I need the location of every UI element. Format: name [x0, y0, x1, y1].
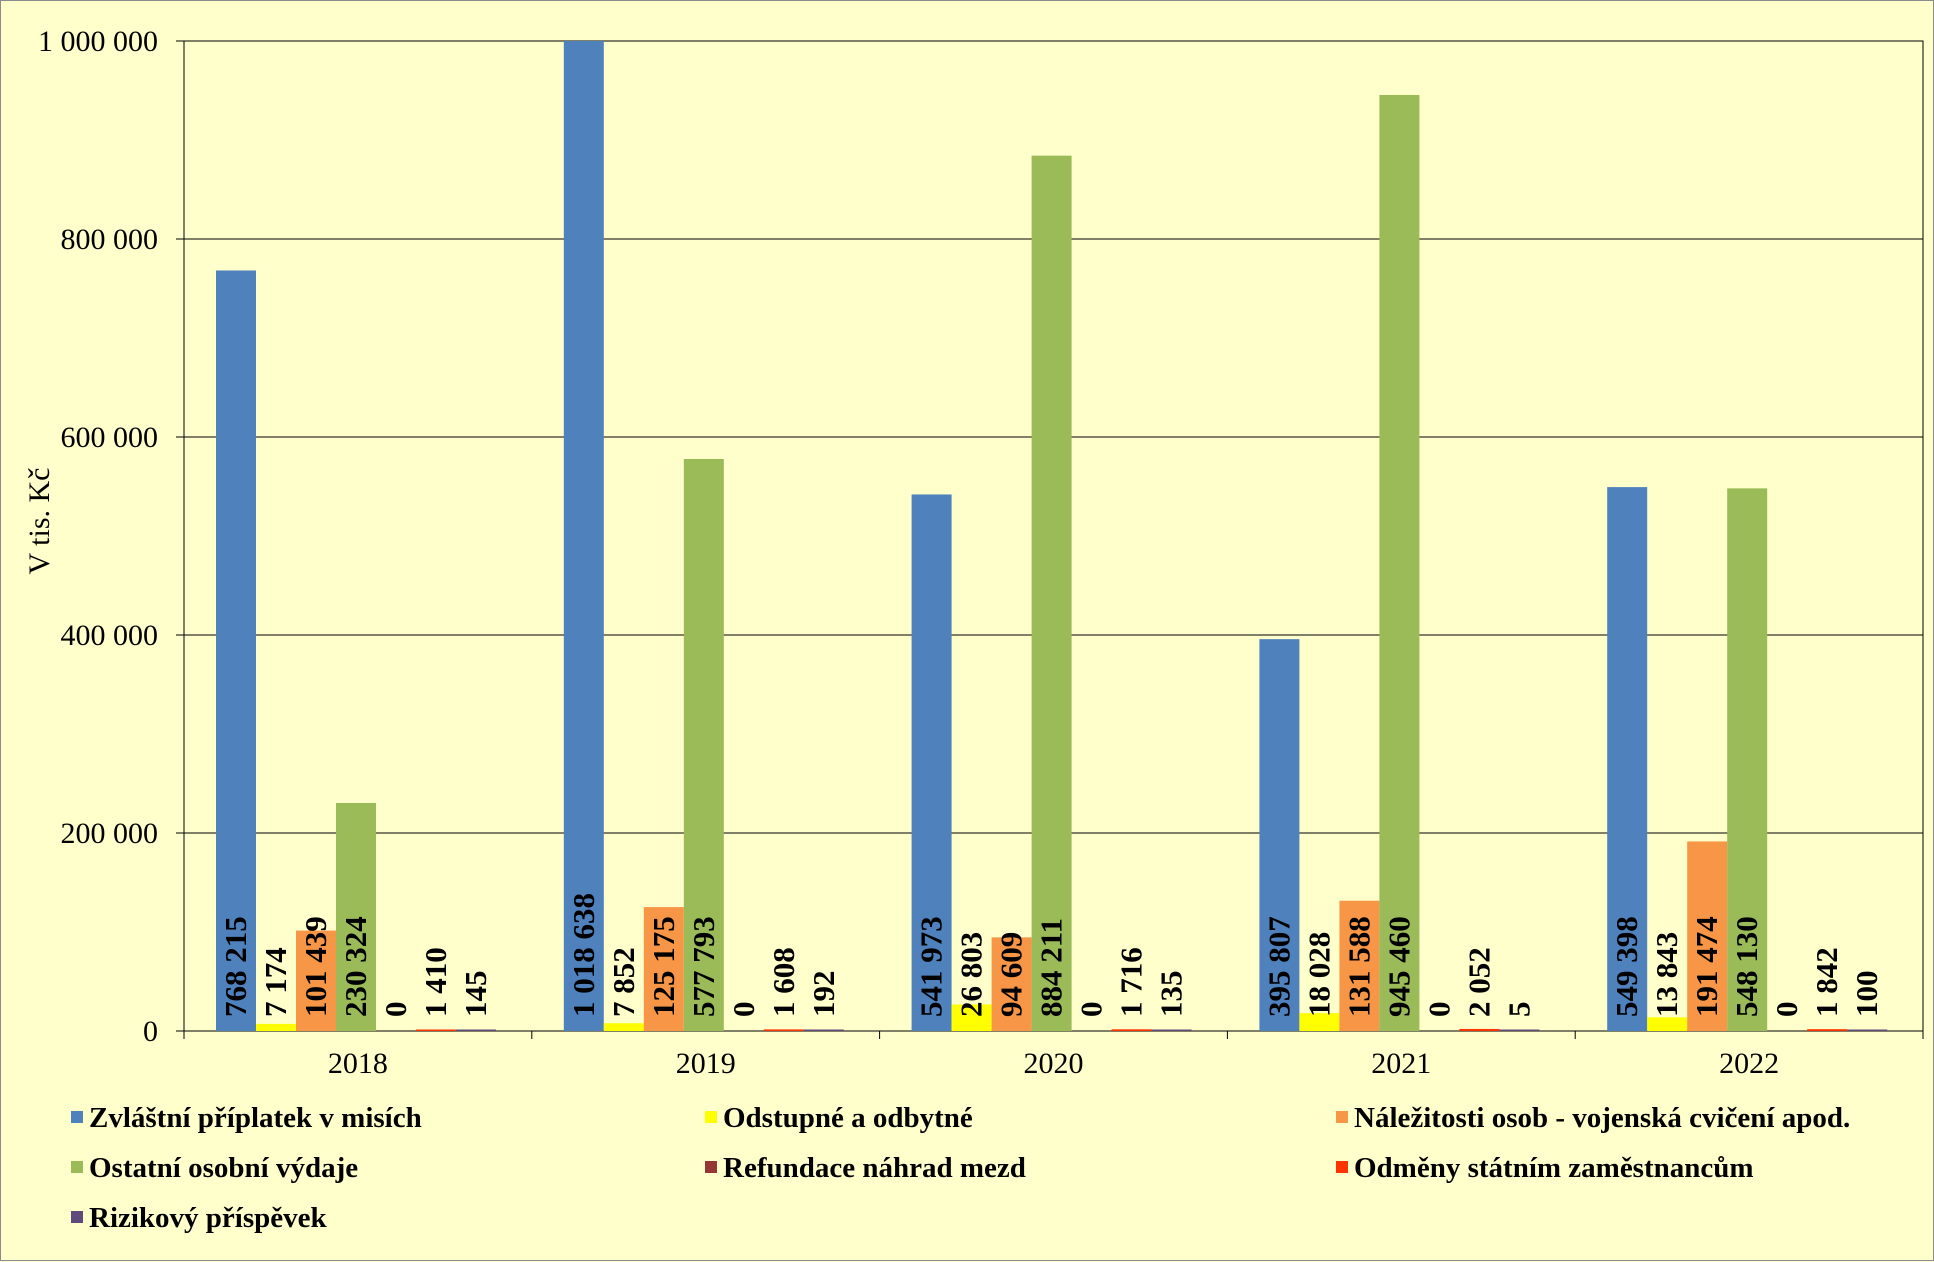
data-label: 18 028: [1301, 932, 1336, 1017]
axes: 0 200 000 400 000 600 000 800 000 1 000 000 20…: [38, 25, 1924, 1080]
data-label: 26 803: [954, 932, 989, 1017]
data-label: 768 215: [218, 916, 253, 1017]
bar: [1807, 1029, 1848, 1031]
bars: [216, 41, 1888, 1032]
legend-label: Odstupné a odbytné: [723, 1102, 973, 1134]
data-label: 94 609: [994, 932, 1029, 1017]
bar: [456, 1029, 496, 1031]
legend-swatch: [705, 1111, 717, 1123]
data-label: 2 052: [1461, 947, 1496, 1017]
legend-label: Náležitosti osob - vojenská cvičení apod…: [1354, 1102, 1850, 1134]
data-label: 945 460: [1381, 916, 1416, 1017]
bar: [643, 907, 684, 1031]
y-tick-label: 800 000: [61, 223, 159, 256]
data-label: 1 410: [418, 947, 453, 1017]
data-label: 0: [378, 1002, 413, 1018]
data-label: 884 211: [1034, 918, 1069, 1017]
data-label: 135: [1154, 971, 1189, 1018]
data-label: 101 439: [298, 916, 333, 1017]
legend-swatch: [1336, 1111, 1348, 1123]
x-tick-label: 2021: [1371, 1047, 1431, 1080]
legend-label: Rizikový příspěvek: [89, 1202, 328, 1234]
data-label: 0: [1421, 1002, 1456, 1018]
data-label: 548 130: [1729, 916, 1764, 1017]
data-label: 13 843: [1649, 932, 1684, 1017]
data-label: 1 842: [1809, 947, 1844, 1017]
legend-swatch: [71, 1161, 83, 1173]
bar: [991, 937, 1032, 1031]
bar: [1379, 94, 1420, 1031]
data-label: 395 807: [1261, 916, 1296, 1017]
data-label: 1 716: [1114, 947, 1149, 1017]
bar: [296, 930, 336, 1031]
bar: [563, 41, 604, 1031]
bar: [1151, 1029, 1192, 1031]
y-tick-label: 1 000 000: [38, 25, 158, 58]
bar: [1339, 900, 1380, 1031]
legend: Zvláštní příplatek v misích Odstupné a od…: [71, 1102, 1850, 1234]
bar: [216, 270, 256, 1031]
bar: [1031, 155, 1072, 1031]
y-tick-label: 600 000: [61, 421, 159, 454]
bar: [603, 1023, 644, 1031]
bar: [1727, 488, 1768, 1031]
bar: [1259, 639, 1300, 1031]
data-label: 1 608: [766, 947, 801, 1017]
bar: [416, 1029, 456, 1031]
legend-swatch: [71, 1211, 83, 1223]
x-tick-label: 2019: [676, 1047, 736, 1080]
bar: [1607, 487, 1648, 1032]
y-tick-label: 400 000: [61, 619, 159, 652]
data-label: 230 324: [338, 916, 373, 1017]
bar: [336, 802, 376, 1031]
data-label: 577 793: [686, 916, 721, 1017]
data-label: 7 174: [258, 947, 293, 1017]
data-label: 0: [1769, 1002, 1804, 1018]
legend-swatch: [71, 1111, 83, 1123]
legend-swatch: [1336, 1161, 1348, 1173]
legend-label: Refundace náhrad mezd: [723, 1152, 1026, 1184]
bar: [1687, 841, 1728, 1031]
x-tick-label: 2018: [328, 1047, 388, 1080]
x-tick-label: 2020: [1024, 1047, 1084, 1080]
data-label: 1 018 638: [566, 893, 601, 1017]
data-label: 0: [1074, 1002, 1109, 1018]
bar: [683, 458, 724, 1031]
y-tick-label: 200 000: [61, 817, 159, 850]
data-label: 541 973: [914, 916, 949, 1017]
bar: [256, 1023, 296, 1031]
y-tick-label: 0: [143, 1015, 158, 1048]
bar: [1459, 1028, 1500, 1031]
legend-swatch: [705, 1161, 717, 1173]
legend-label: Odměny státním zaměstnancům: [1354, 1152, 1754, 1184]
bar: [1847, 1029, 1888, 1031]
data-label: 0: [726, 1002, 761, 1018]
data-label: 131 588: [1341, 916, 1376, 1017]
bar: [1499, 1029, 1540, 1031]
bar: [1111, 1029, 1152, 1031]
data-label: 145: [458, 971, 493, 1018]
legend-label: Ostatní osobní výdaje: [89, 1152, 358, 1184]
data-label: 125 175: [646, 916, 681, 1017]
bar: [1647, 1017, 1688, 1031]
data-label: 192: [806, 971, 841, 1018]
bar: [803, 1029, 844, 1031]
data-labels: 768 215 1 018 638 541 973 395 807 549 398 7 1…: [218, 893, 1884, 1017]
y-axis-label: V tis. Kč: [23, 468, 56, 575]
bar: [763, 1029, 804, 1031]
x-tick-label: 2022: [1719, 1047, 1779, 1080]
data-label: 100: [1849, 971, 1884, 1018]
data-label: 549 398: [1609, 916, 1644, 1017]
bar: [1299, 1013, 1340, 1031]
bar: [951, 1004, 992, 1031]
legend-label: Zvláštní příplatek v misích: [89, 1102, 422, 1134]
data-label: 191 474: [1689, 916, 1724, 1017]
data-label: 7 852: [606, 947, 641, 1017]
bar: [911, 494, 952, 1031]
data-label: 5: [1501, 1002, 1536, 1018]
